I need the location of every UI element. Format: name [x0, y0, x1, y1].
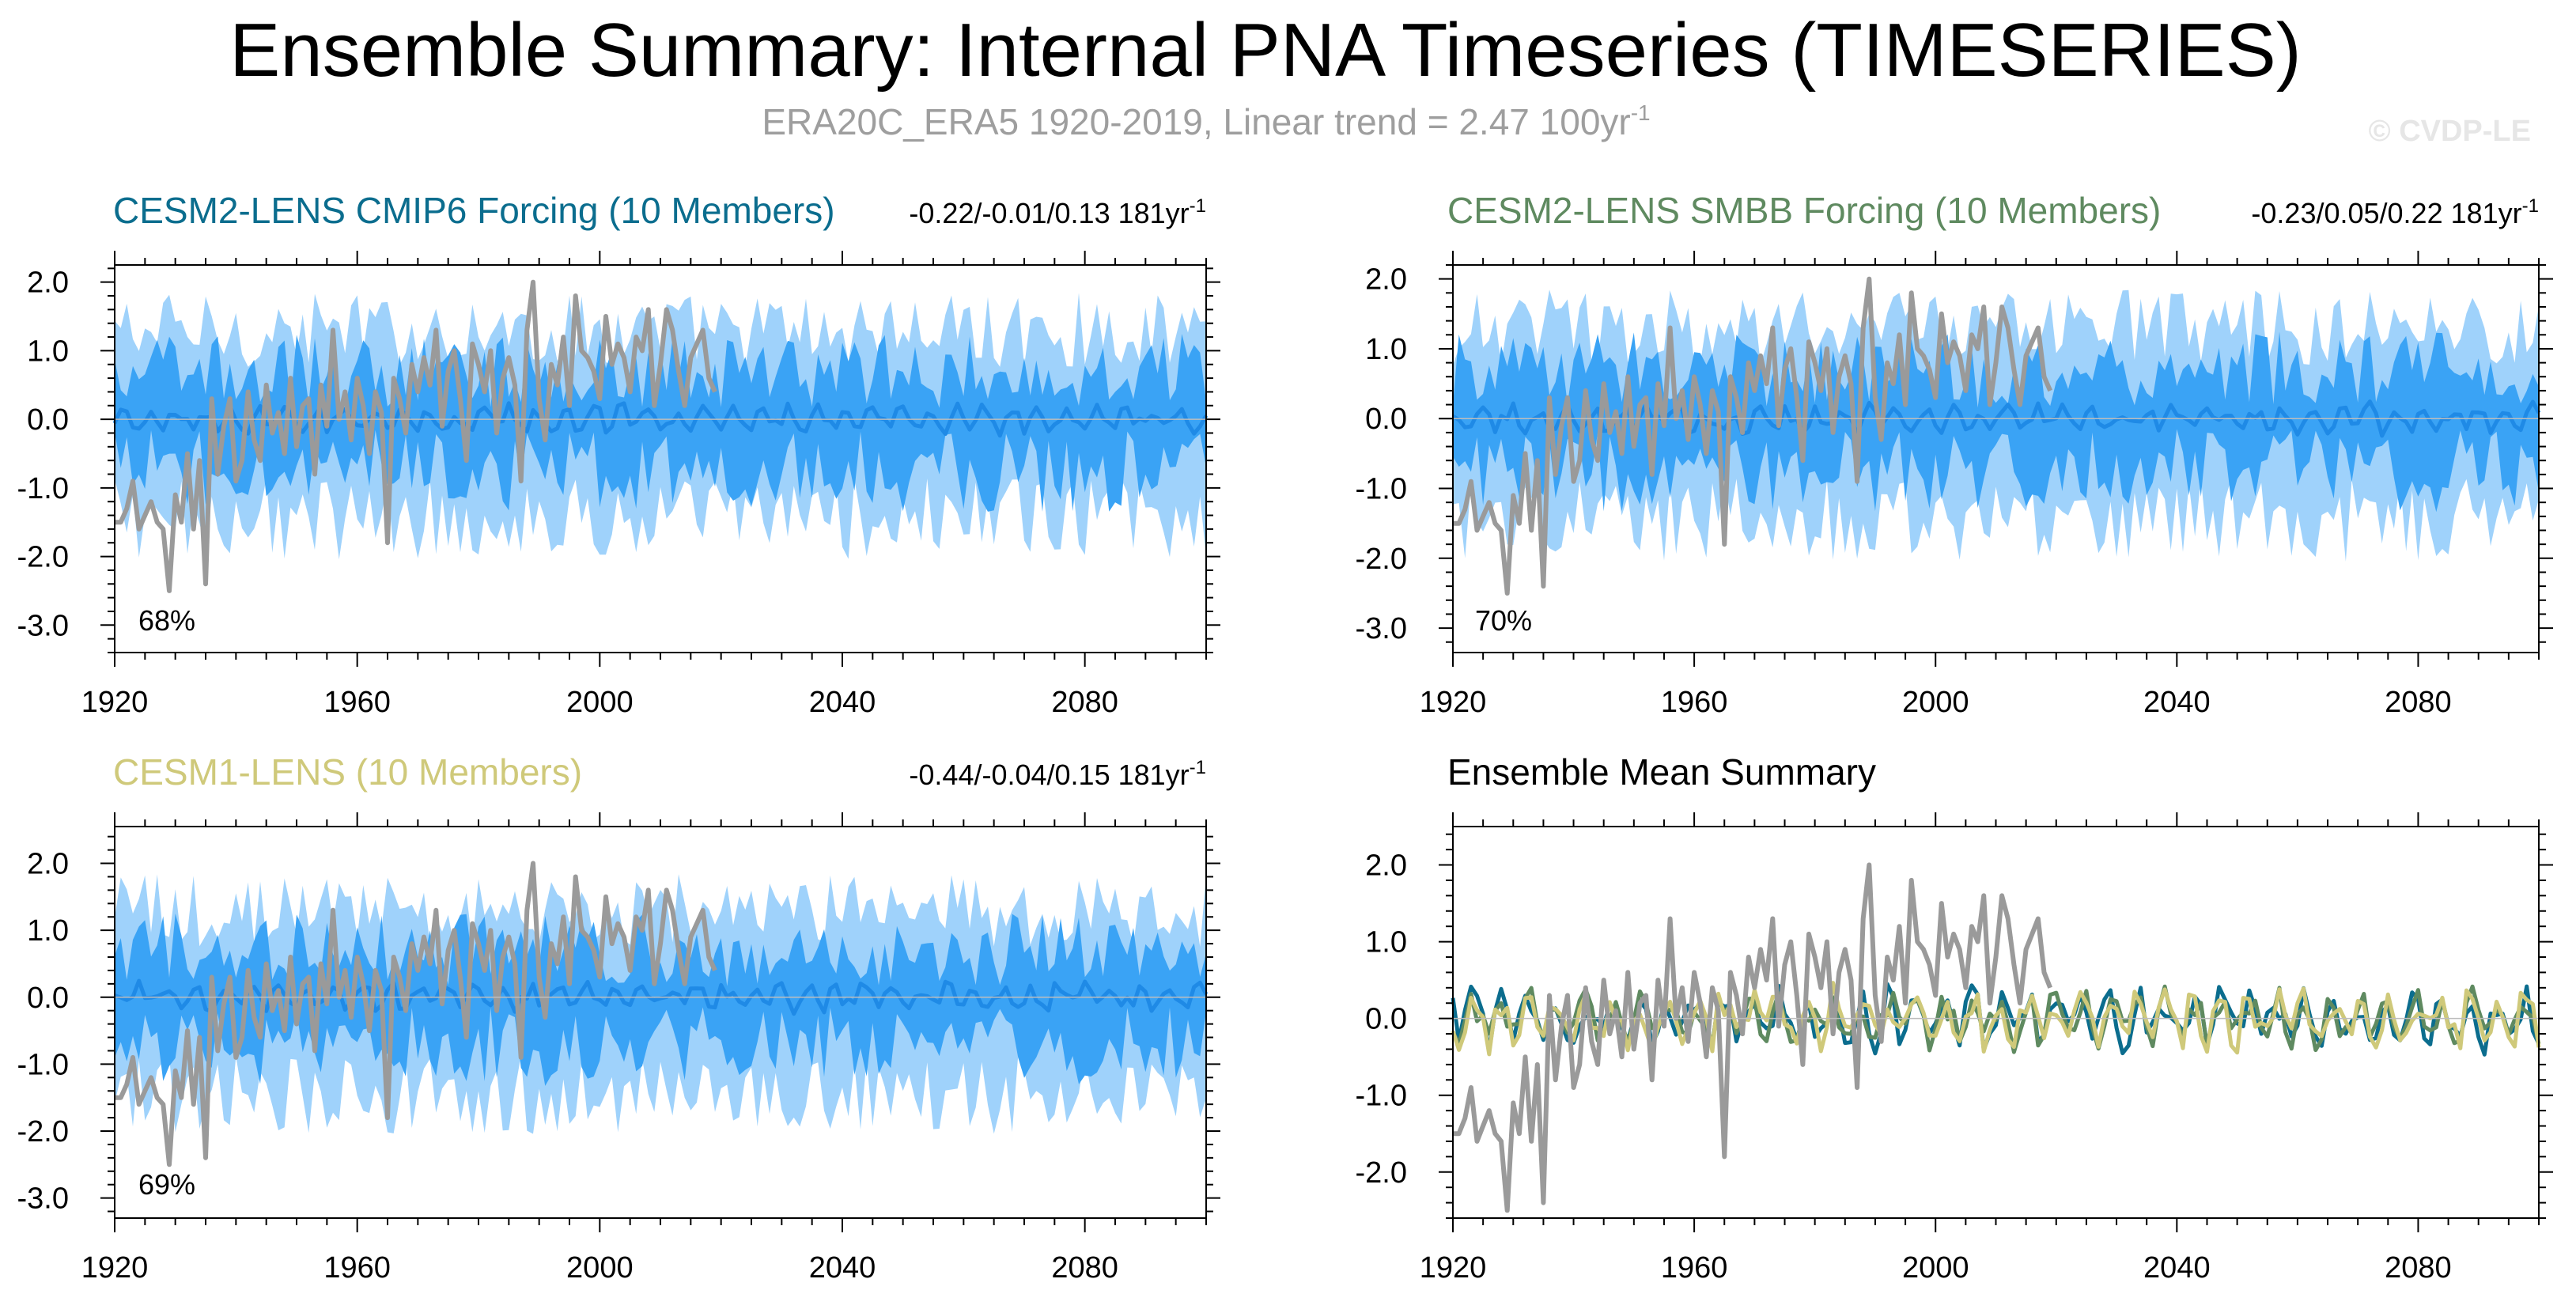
panel-stats: -0.23/0.05/0.22 181yr-1	[2251, 195, 2539, 229]
panel-title: Ensemble Mean Summary	[1447, 751, 1876, 793]
y-tick-label: 2.0	[27, 848, 69, 881]
panel-stats: -0.22/-0.01/0.13 181yr-1	[909, 195, 1206, 229]
x-tick-label: 1960	[1661, 1251, 1728, 1285]
y-tick-label: 2.0	[1365, 849, 1407, 883]
y-tick-label: -3.0	[1356, 612, 1407, 645]
x-tick-label: 2080	[1051, 686, 1118, 719]
y-tick-label: 0.0	[27, 982, 69, 1015]
x-tick-label: 2040	[2143, 686, 2211, 719]
panel-ensemble-mean-summary: Ensemble Mean Summary 1920 1960 2000 2040 208…	[1356, 751, 2553, 1285]
x-tick-label: 2040	[809, 1251, 876, 1285]
x-tick-label: 2000	[1902, 686, 1969, 719]
x-tick-label: 1920	[81, 686, 149, 719]
percent-label: 68%	[138, 604, 195, 637]
panel-title: CESM1-LENS (10 Members)	[113, 751, 582, 793]
y-tick-label: 2.0	[27, 267, 69, 300]
x-tick-label: 1920	[1420, 686, 1487, 719]
y-tick-label: 0.0	[1365, 1003, 1407, 1036]
ensemble-inner-band	[115, 334, 1206, 512]
panel-cesm2-cmip6: CESM2-LENS CMIP6 Forcing (10 Members) -0.…	[17, 190, 1220, 719]
y-tick-label: 1.0	[1365, 333, 1407, 366]
x-tick-label: 1960	[323, 1251, 391, 1285]
panel-stats-text: -0.23/0.05/0.22 181yr	[2251, 197, 2521, 229]
panel-stats: -0.44/-0.04/0.15 181yr-1	[909, 757, 1206, 791]
panel-stats-superscript: -1	[2522, 195, 2539, 217]
panel-cesm1: CESM1-LENS (10 Members) -0.44/-0.04/0.15 …	[17, 751, 1220, 1285]
subtitle-text: ERA20C_ERA5 1920-2019, Linear trend = 2.…	[762, 101, 1630, 142]
observed-line	[1453, 276, 2052, 596]
y-tick-label: 1.0	[27, 335, 69, 368]
observed-line	[115, 861, 717, 1167]
y-tick-label: -1.0	[1356, 473, 1407, 506]
percent-label: 70%	[1475, 604, 1532, 637]
y-tick-label: -1.0	[17, 472, 69, 505]
y-tick-label: -1.0	[1356, 1080, 1407, 1113]
y-tick-label: -2.0	[17, 541, 69, 574]
panel-title: CESM2-LENS SMBB Forcing (10 Members)	[1447, 190, 2161, 231]
observed-line	[1453, 862, 2052, 1213]
y-tick-label: 0.0	[1365, 403, 1407, 436]
panel-stats-superscript: -1	[1190, 757, 1206, 778]
y-tick-label: -1.0	[17, 1048, 69, 1081]
x-tick-label: 1960	[1661, 686, 1728, 719]
y-tick-label: 2.0	[1365, 263, 1407, 297]
figure-subtitle: ERA20C_ERA5 1920-2019, Linear trend = 2.…	[762, 100, 1650, 142]
x-tick-label: 2080	[2385, 1251, 2452, 1285]
y-tick-label: -2.0	[17, 1115, 69, 1148]
y-tick-label: -3.0	[17, 609, 69, 642]
x-tick-label: 2080	[2385, 686, 2452, 719]
x-tick-label: 1920	[1420, 1251, 1487, 1285]
figure-title: Ensemble Summary: Internal PNA Timeserie…	[229, 8, 2301, 93]
y-tick-label: 1.0	[27, 914, 69, 948]
x-tick-label: 2040	[809, 686, 876, 719]
y-tick-label: -2.0	[1356, 543, 1407, 576]
watermark: © CVDP-LE	[2369, 115, 2531, 148]
x-tick-label: 2000	[566, 1251, 634, 1285]
panel-stats-text: -0.22/-0.01/0.13 181yr	[909, 197, 1189, 229]
x-tick-label: 2080	[1051, 1251, 1118, 1285]
panel-stats-text: -0.44/-0.04/0.15 181yr	[909, 759, 1189, 791]
percent-label: 69%	[138, 1168, 195, 1201]
x-tick-label: 2000	[566, 686, 634, 719]
y-tick-label: -2.0	[1356, 1156, 1407, 1190]
y-tick-label: -3.0	[17, 1182, 69, 1216]
panel-stats-superscript: -1	[1190, 195, 1206, 217]
x-tick-label: 1960	[323, 686, 391, 719]
panel-title: CESM2-LENS CMIP6 Forcing (10 Members)	[113, 190, 835, 231]
subtitle-superscript: -1	[1631, 100, 1651, 125]
panel-cesm2-smbb: CESM2-LENS SMBB Forcing (10 Members) -0.2…	[1356, 190, 2553, 719]
y-tick-label: 1.0	[1365, 926, 1407, 959]
x-tick-label: 2000	[1902, 1251, 1969, 1285]
x-tick-label: 1920	[81, 1251, 149, 1285]
x-tick-label: 2040	[2143, 1251, 2211, 1285]
y-tick-label: 0.0	[27, 403, 69, 437]
observed-line	[115, 279, 717, 593]
